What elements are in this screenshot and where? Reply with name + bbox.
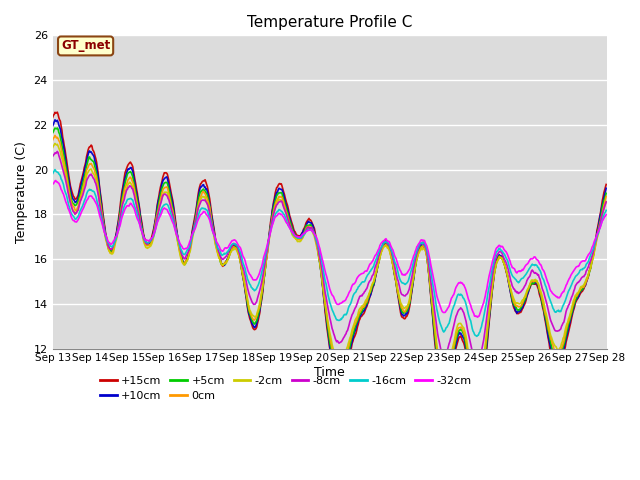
+10cm — [397, 310, 405, 315]
Line: 0cm: 0cm — [52, 135, 606, 391]
-16cm — [49, 171, 56, 177]
-8cm — [60, 169, 67, 175]
+15cm — [173, 227, 180, 233]
Y-axis label: Temperature (C): Temperature (C) — [15, 141, 28, 243]
0cm — [60, 157, 67, 163]
+10cm — [173, 228, 180, 233]
+10cm — [413, 252, 421, 258]
-2cm — [60, 162, 67, 168]
Text: GT_met: GT_met — [61, 39, 110, 52]
0cm — [397, 305, 405, 311]
+15cm — [413, 251, 421, 256]
+5cm — [413, 252, 421, 258]
-16cm — [173, 231, 180, 237]
+15cm — [116, 201, 124, 206]
-8cm — [54, 148, 61, 154]
-32cm — [413, 243, 421, 249]
-32cm — [116, 221, 124, 227]
-2cm — [602, 199, 610, 204]
-16cm — [602, 207, 610, 213]
-16cm — [51, 167, 59, 172]
+15cm — [49, 114, 56, 120]
-8cm — [116, 213, 124, 218]
+5cm — [60, 150, 67, 156]
-2cm — [173, 233, 180, 239]
Line: +10cm: +10cm — [52, 120, 606, 406]
+10cm — [116, 206, 124, 212]
-2cm — [473, 381, 481, 387]
Legend: +15cm, +10cm, +5cm, 0cm, -2cm, -8cm, -16cm, -32cm: +15cm, +10cm, +5cm, 0cm, -2cm, -8cm, -16… — [95, 372, 476, 406]
+5cm — [202, 190, 210, 195]
-16cm — [473, 334, 481, 339]
-2cm — [202, 197, 210, 203]
0cm — [49, 137, 56, 143]
-8cm — [202, 199, 210, 204]
+5cm — [472, 394, 480, 400]
-32cm — [474, 314, 481, 320]
+5cm — [116, 207, 124, 213]
-16cm — [202, 207, 210, 213]
+5cm — [602, 191, 610, 196]
-8cm — [397, 291, 405, 297]
+5cm — [173, 230, 180, 236]
-2cm — [413, 253, 421, 259]
0cm — [473, 388, 481, 394]
0cm — [173, 232, 180, 238]
+15cm — [602, 181, 610, 187]
-16cm — [397, 279, 405, 285]
+15cm — [473, 409, 481, 415]
0cm — [202, 193, 210, 199]
-2cm — [116, 213, 124, 218]
Line: +5cm: +5cm — [52, 128, 606, 397]
+10cm — [602, 185, 610, 191]
0cm — [413, 253, 421, 259]
-8cm — [49, 154, 56, 159]
-32cm — [60, 191, 67, 197]
+10cm — [51, 117, 59, 123]
+10cm — [473, 403, 481, 408]
Line: +15cm: +15cm — [52, 112, 606, 412]
0cm — [51, 132, 59, 138]
-8cm — [173, 230, 180, 236]
-16cm — [413, 246, 421, 252]
0cm — [116, 212, 124, 217]
-8cm — [473, 359, 481, 364]
-32cm — [52, 178, 60, 183]
-8cm — [602, 199, 610, 205]
-8cm — [413, 248, 421, 254]
+5cm — [49, 130, 56, 136]
-16cm — [116, 218, 124, 224]
Line: -2cm: -2cm — [52, 144, 606, 384]
-32cm — [173, 232, 180, 238]
-2cm — [49, 144, 56, 150]
+5cm — [397, 307, 405, 313]
0cm — [602, 193, 610, 199]
-2cm — [51, 141, 59, 146]
Line: -16cm: -16cm — [52, 169, 606, 336]
+10cm — [202, 186, 210, 192]
Line: -8cm: -8cm — [52, 151, 606, 361]
+5cm — [54, 125, 61, 131]
-2cm — [397, 301, 405, 307]
+15cm — [60, 138, 67, 144]
-32cm — [397, 270, 405, 276]
-16cm — [60, 181, 67, 187]
-32cm — [202, 211, 210, 217]
+10cm — [49, 123, 56, 129]
X-axis label: Time: Time — [314, 366, 345, 379]
+15cm — [202, 179, 210, 185]
Title: Temperature Profile C: Temperature Profile C — [247, 15, 413, 30]
-32cm — [602, 212, 610, 217]
+10cm — [60, 143, 67, 148]
Line: -32cm: -32cm — [52, 180, 606, 317]
+15cm — [54, 109, 61, 115]
+15cm — [397, 313, 405, 319]
-32cm — [49, 181, 56, 187]
